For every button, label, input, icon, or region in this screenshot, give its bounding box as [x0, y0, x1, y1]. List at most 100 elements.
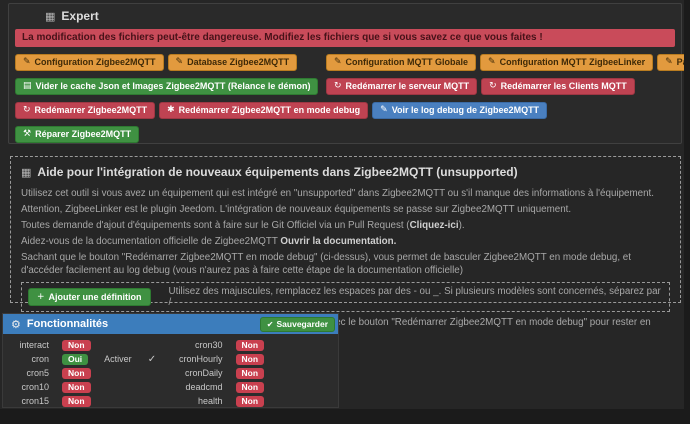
- table-icon: ▦: [45, 10, 56, 23]
- features-panel: ⚙ Fonctionnalités ✔ Sauvegarder interact …: [2, 313, 339, 408]
- feature-value-badge: Non: [62, 367, 91, 379]
- button-label: Redémarrer les Clients MQTT: [500, 81, 627, 91]
- feature-row-health: health Non: [171, 394, 339, 408]
- feature-value-badge: Non: [235, 381, 265, 393]
- page-right-margin: [684, 0, 690, 424]
- redemarrer-clients-mqtt-button[interactable]: ↻ Redémarrer les Clients MQTT: [481, 78, 635, 95]
- feature-row-cronhourly: cronHourly Non: [171, 352, 339, 366]
- button-label: Ajouter une définition: [48, 291, 142, 302]
- button-label: Database Zigbee2MQTT: [187, 57, 290, 67]
- button-label: Réparer Zigbee2MQTT: [35, 129, 132, 139]
- voir-log-debug-button[interactable]: ✎ Voir le log debug de Zigbee2MQTT: [372, 102, 548, 119]
- button-label: Voir le log debug de Zigbee2MQTT: [391, 105, 540, 115]
- redemarrer-zigbee2mqtt-button[interactable]: ↻ Redémarrer Zigbee2MQTT: [15, 102, 156, 119]
- feature-value-badge: Non: [62, 381, 91, 393]
- feature-label: interact: [19, 340, 49, 350]
- button-label: Redémarrer le serveur MQTT: [345, 81, 470, 91]
- features-title: Fonctionnalités: [26, 318, 109, 330]
- features-body: interact Non cron Oui Activer ✓ cron5 No…: [3, 334, 338, 408]
- danger-alert: La modification des fichiers peut-être d…: [15, 29, 675, 47]
- button-label: Configuration MQTT ZigbeeLinker: [499, 57, 646, 67]
- feature-value-badge: Non: [235, 353, 265, 365]
- add-definition-button[interactable]: + Ajouter une définition: [28, 288, 151, 306]
- clipboard-icon: ▤: [23, 81, 32, 91]
- table-icon: ▦: [21, 166, 32, 179]
- refresh-icon: ↻: [23, 105, 31, 115]
- ouvrir-documentation-link[interactable]: Ouvrir la documentation.: [280, 236, 397, 247]
- help-paragraph-2: Attention, ZigbeeLinker est le plugin Je…: [21, 204, 572, 215]
- configuration-mqtt-globale-button[interactable]: ✎ Configuration MQTT Globale: [326, 54, 477, 71]
- edit-icon: ✎: [23, 57, 31, 67]
- refresh-icon: ↻: [334, 81, 342, 91]
- help-title-label: Aide pour l'intégration de nouveaux équi…: [37, 165, 518, 179]
- definition-hint: Utilisez des majuscules, remplacez les e…: [168, 286, 661, 308]
- features-header: ⚙ Fonctionnalités ✔ Sauvegarder: [3, 314, 338, 334]
- feature-row-cron: cron Oui Activer ✓: [3, 352, 171, 366]
- feature-row-deadcmd: deadcmd Non: [171, 380, 339, 394]
- edit-icon: ✎: [665, 57, 673, 67]
- pencil-icon: ✎: [380, 105, 388, 115]
- help-paragraph-4: Aidez-vous de la documentation officiell…: [21, 236, 397, 247]
- help-section: ▦ Aide pour l'intégration de nouveaux équ…: [10, 156, 681, 341]
- feature-value-badge: Oui: [62, 353, 89, 365]
- feature-label: cronDaily: [184, 368, 223, 378]
- feature-label: deadcmd: [185, 382, 223, 392]
- button-label: Sauvegarder: [276, 318, 329, 329]
- expert-panel: ▦ Expert La modification des fichiers peu…: [8, 3, 690, 144]
- configuration-mqtt-zigbeelinker-button[interactable]: ✎ Configuration MQTT ZigbeeLinker: [480, 54, 654, 71]
- cogs-icon: ⚙: [11, 317, 21, 331]
- feature-label: cron5: [26, 368, 49, 378]
- edit-icon: ✎: [334, 57, 342, 67]
- help-title: ▦ Aide pour l'intégration de nouveaux équ…: [21, 165, 670, 179]
- password-mqtt-button[interactable]: ✎ Password MQTT: [657, 54, 690, 71]
- edit-icon: ✎: [175, 57, 184, 67]
- feature-label: cron10: [21, 382, 49, 392]
- feature-row-interact: interact Non: [3, 338, 171, 352]
- plus-icon: +: [37, 291, 45, 302]
- activer-label: Activer: [104, 354, 132, 364]
- feature-value-badge: Non: [62, 395, 91, 407]
- redemarrer-debug-button[interactable]: ✱ Redémarrer Zigbee2MQTT en mode debug: [159, 102, 369, 119]
- cliquez-ici-link[interactable]: Cliquez-ici: [409, 220, 459, 231]
- button-label: Configuration MQTT Globale: [345, 57, 469, 67]
- help-paragraph-1: Utilisez cet outil si vous avez un équip…: [21, 188, 654, 199]
- button-label: Password MQTT: [677, 58, 690, 67]
- vider-cache-button[interactable]: ▤ Vider le cache Json et Images Zigbee2MQ…: [15, 78, 319, 95]
- check-icon[interactable]: ✓: [147, 353, 157, 365]
- add-definition-box: + Ajouter une définition Utilisez des maj…: [21, 282, 670, 312]
- feature-value-badge: Non: [235, 339, 265, 351]
- feature-label: cron30: [194, 340, 223, 350]
- check-circle-icon: ✔: [266, 319, 274, 329]
- feature-value-badge: Non: [62, 339, 91, 351]
- feature-row-cron30: cron30 Non: [171, 338, 339, 352]
- save-button[interactable]: ✔ Sauvegarder: [259, 316, 335, 332]
- button-label: Configuration Zigbee2MQTT: [34, 57, 156, 67]
- button-label: Vider le cache Json et Images Zigbee2MQT…: [35, 81, 311, 91]
- redemarrer-serveur-mqtt-button[interactable]: ↻ Redémarrer le serveur MQTT: [326, 78, 478, 95]
- expert-title-label: Expert: [61, 9, 99, 23]
- bug-icon: ✱: [167, 105, 175, 115]
- help-paragraph-5: Sachant que le bouton "Redémarrer Zigbee…: [21, 252, 631, 276]
- feature-value-badge: Non: [235, 367, 265, 379]
- feature-label: cron15: [21, 396, 49, 406]
- refresh-icon: ↻: [489, 81, 497, 91]
- feature-label: cron: [31, 354, 49, 364]
- expert-button-row-4: ⚒ Réparer Zigbee2MQTT: [9, 126, 681, 143]
- reparer-zigbee2mqtt-button[interactable]: ⚒ Réparer Zigbee2MQTT: [15, 126, 140, 143]
- feature-row-cron10: cron10 Non: [3, 380, 171, 394]
- wrench-icon: ⚒: [23, 129, 32, 139]
- expert-button-row-3: ↻ Redémarrer Zigbee2MQTT ✱ Redémarrer Zigb…: [9, 102, 681, 119]
- feature-label: cronHourly: [178, 354, 223, 364]
- feature-row-crondaily: cronDaily Non: [171, 366, 339, 380]
- expert-button-row-1: ✎ Configuration Zigbee2MQTT ✎ Database Zig…: [9, 54, 690, 71]
- edit-icon: ✎: [488, 57, 496, 67]
- help-paragraph-3: Toutes demande d'ajout d'équipements son…: [21, 220, 465, 231]
- expert-button-row-2: ▤ Vider le cache Json et Images Zigbee2MQ…: [9, 78, 681, 95]
- feature-row-cron5: cron5 Non: [3, 366, 171, 380]
- button-label: Redémarrer Zigbee2MQTT: [34, 105, 148, 115]
- configuration-zigbee2mqtt-button[interactable]: ✎ Configuration Zigbee2MQTT: [15, 54, 164, 71]
- page-bottom-margin: [0, 409, 690, 424]
- button-label: Redémarrer Zigbee2MQTT en mode debug: [178, 105, 361, 115]
- database-zigbee2mqtt-button[interactable]: ✎ Database Zigbee2MQTT: [167, 54, 298, 71]
